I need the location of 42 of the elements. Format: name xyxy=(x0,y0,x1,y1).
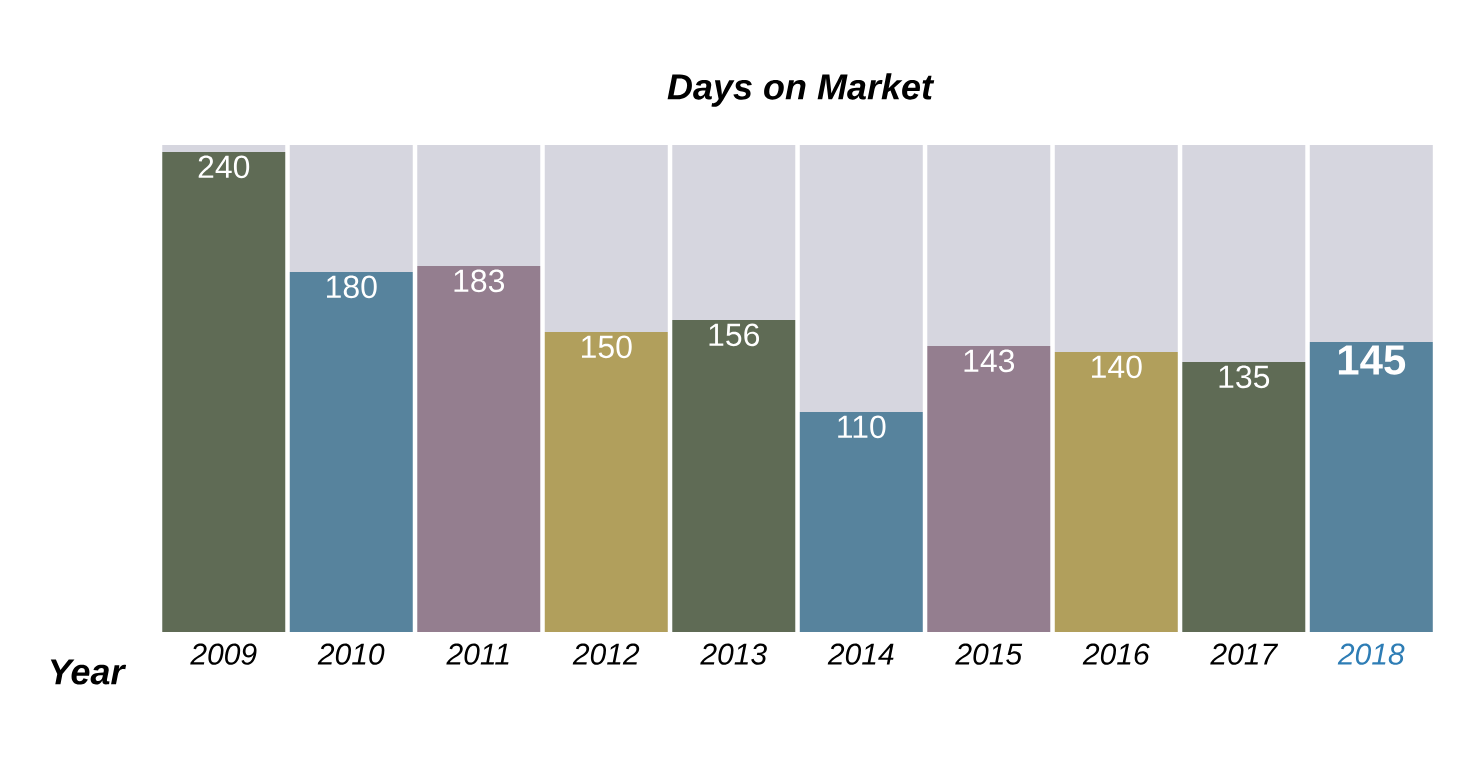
bar xyxy=(672,144,796,320)
bar xyxy=(1054,144,1178,352)
bar xyxy=(1309,342,1433,632)
data-label: 150 xyxy=(582,335,632,359)
x-tick-label: 2013 xyxy=(700,643,767,665)
bar xyxy=(544,332,668,632)
x-tick-label: 2014 xyxy=(827,643,894,665)
bar xyxy=(1054,352,1178,632)
bar xyxy=(1309,144,1433,342)
bar xyxy=(417,266,541,632)
bar xyxy=(799,144,923,412)
x-tick-label: 2016 xyxy=(1082,643,1150,665)
bar xyxy=(289,272,413,632)
data-label: 110 xyxy=(838,415,886,439)
data-label: 183 xyxy=(454,269,505,293)
bar xyxy=(162,151,286,632)
x-tick-label: 2011 xyxy=(446,643,509,665)
x-axis-title: Year xyxy=(50,659,127,685)
bar xyxy=(1182,362,1306,632)
x-tick-label: 2010 xyxy=(317,643,385,665)
x-tick-label: 2017 xyxy=(1210,643,1279,665)
x-tick-label: 2012 xyxy=(572,643,640,665)
bar xyxy=(162,144,286,152)
bar xyxy=(289,144,413,272)
x-tick-label: 2015 xyxy=(955,643,1023,665)
bar xyxy=(799,412,923,632)
bar xyxy=(544,144,668,332)
bar xyxy=(672,320,796,632)
data-label: 140 xyxy=(1092,355,1142,379)
bar xyxy=(417,144,541,266)
chart-title: Days on Market xyxy=(667,73,935,107)
bar xyxy=(927,144,1051,346)
x-tick-label: 2018 xyxy=(1337,643,1405,665)
data-label: 145 xyxy=(1338,345,1406,375)
x-tick-label: 2009 xyxy=(190,643,257,665)
data-label: 240 xyxy=(198,155,250,179)
data-label: 135 xyxy=(1219,365,1270,389)
bar xyxy=(1182,144,1306,362)
data-label: 180 xyxy=(327,275,377,299)
data-label: 143 xyxy=(964,349,1015,373)
data-label: 156 xyxy=(709,323,760,347)
bar xyxy=(927,345,1051,632)
